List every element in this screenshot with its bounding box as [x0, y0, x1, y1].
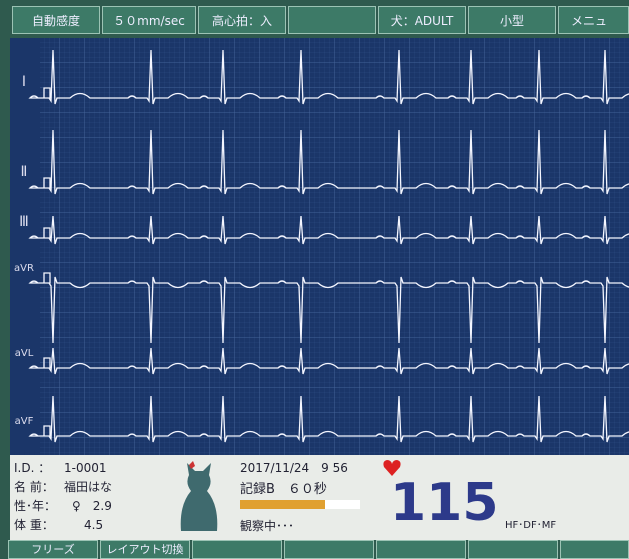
lead-label: Ⅱ	[21, 164, 28, 180]
button[interactable]: 高心拍：入	[198, 6, 286, 34]
label: 体 重：	[14, 518, 54, 532]
button[interactable]	[192, 540, 282, 559]
value: 4.5	[84, 518, 104, 532]
heart-icon	[383, 460, 401, 476]
label: I.D. ：	[14, 461, 51, 475]
value: ♀ 2.9	[72, 499, 112, 513]
ecg-trace	[28, 129, 629, 195]
ecg-trace	[28, 215, 629, 245]
cat-icon	[180, 461, 218, 531]
value: 福田はな	[64, 480, 113, 494]
lead-label: aVL	[15, 348, 34, 359]
ecg-trace	[28, 272, 629, 344]
mode: HF･DF･MF	[505, 520, 557, 531]
button[interactable]	[284, 540, 374, 559]
lead-label: aVF	[15, 416, 34, 427]
progress-track	[240, 500, 360, 509]
info-panel: I.D. ： 1-0001 名 前： 福田はな 性･年： ♀ 2.9 体 重： 4.5 …	[10, 455, 629, 540]
button[interactable]: 犬：ADULT	[378, 6, 466, 34]
button[interactable]: 小型	[468, 6, 556, 34]
ecg-trace	[28, 49, 629, 105]
lead-label: Ⅲ	[19, 214, 29, 230]
record: 記録B ６０秒	[240, 482, 327, 497]
ecg-grid	[40, 38, 629, 455]
value: 1-0001	[64, 461, 107, 475]
button[interactable]	[288, 6, 376, 34]
button[interactable]: ５０mm/sec	[102, 6, 196, 34]
patient-row: 名 前： 福田はな	[14, 478, 112, 495]
button[interactable]: フリーズ	[8, 540, 98, 559]
button[interactable]	[468, 540, 558, 559]
patient-row: 体 重： 4.5	[14, 516, 103, 533]
patient-row: I.D. ： 1-0001	[14, 459, 107, 476]
ecg-trace	[28, 395, 629, 443]
heart-rate: 115	[390, 473, 499, 533]
label: 名 前：	[14, 480, 54, 494]
button[interactable]: レイアウト切換	[100, 540, 190, 559]
progress-fill	[240, 500, 325, 509]
button[interactable]: メニュ	[558, 6, 629, 34]
label: 性･年：	[14, 499, 57, 513]
patient-row: 性･年： ♀ 2.9	[14, 497, 112, 514]
button[interactable]: 自動感度	[12, 6, 100, 34]
lead-label: Ⅰ	[22, 74, 26, 90]
button[interactable]	[376, 540, 466, 559]
button[interactable]	[560, 540, 629, 559]
lead-label: aVR	[14, 263, 34, 274]
state: 観察中･･･	[240, 519, 295, 533]
datetime: 2017/11/24 9 56	[240, 461, 348, 475]
ecg-trace	[28, 347, 629, 375]
